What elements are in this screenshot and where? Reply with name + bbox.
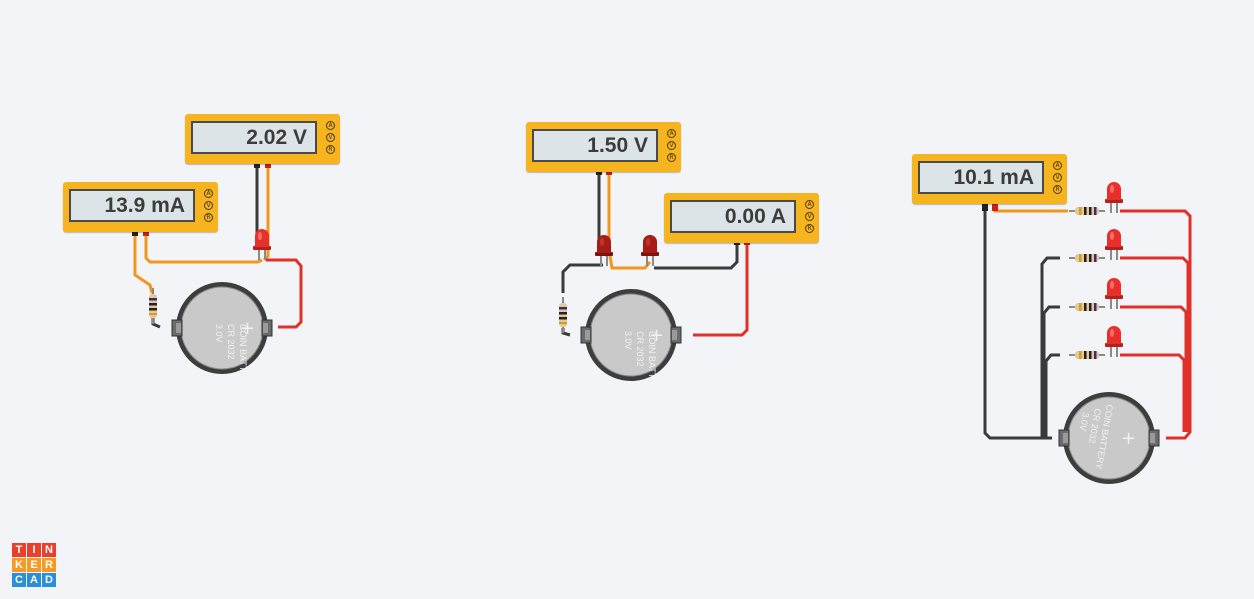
resistor[interactable] xyxy=(148,287,158,325)
wire-black[interactable] xyxy=(561,263,603,293)
wire-black[interactable] xyxy=(654,240,739,270)
wire-red[interactable] xyxy=(693,240,749,337)
wire-black[interactable] xyxy=(561,328,571,337)
battery-label-3: 3.0V xyxy=(623,331,633,350)
wire-black[interactable] xyxy=(983,207,1052,440)
wire-red[interactable] xyxy=(1120,209,1192,440)
battery-label-1: COIN BATTERY xyxy=(238,324,248,390)
wire-orange[interactable] xyxy=(133,231,154,294)
logo-letter: N xyxy=(42,543,56,557)
meter-display: 10.1 mA xyxy=(918,161,1044,194)
led[interactable] xyxy=(1104,181,1124,214)
mode-ammeter-icon[interactable]: A xyxy=(204,189,213,198)
mode-voltmeter-icon[interactable]: V xyxy=(667,141,676,150)
wire-red[interactable] xyxy=(266,258,303,329)
led[interactable] xyxy=(1104,228,1124,261)
wire-red[interactable] xyxy=(1120,353,1186,432)
mode-voltmeter-icon[interactable]: V xyxy=(326,133,335,142)
battery-plus-sign: + xyxy=(1121,428,1136,449)
resistor[interactable] xyxy=(1068,302,1106,312)
logo-letter: E xyxy=(27,558,41,572)
mode-ammeter-icon[interactable]: A xyxy=(1053,161,1062,170)
wire-red[interactable] xyxy=(1120,256,1190,432)
mode-ohmmeter-icon[interactable]: R xyxy=(805,224,814,233)
logo-letter: D xyxy=(42,573,56,587)
led[interactable] xyxy=(1104,325,1124,358)
wire-orange[interactable] xyxy=(144,231,263,264)
multimeter-current-3[interactable]: 10.1 mA A V R xyxy=(912,154,1067,204)
resistor[interactable] xyxy=(1068,253,1106,263)
mode-voltmeter-icon[interactable]: V xyxy=(805,212,814,221)
resistor[interactable] xyxy=(1068,206,1106,216)
meter-display: 2.02 V xyxy=(191,121,317,154)
meter-display: 0.00 A xyxy=(670,200,796,233)
wire-black[interactable] xyxy=(1040,256,1060,438)
logo-letter: C xyxy=(12,573,26,587)
meter-reading: 1.50 V xyxy=(587,134,648,157)
mode-ammeter-icon[interactable]: A xyxy=(326,121,335,130)
logo-letter: I xyxy=(27,543,41,557)
wire-black[interactable] xyxy=(1044,353,1060,438)
resistor[interactable] xyxy=(1068,350,1106,360)
resistor[interactable] xyxy=(558,296,568,334)
meter-reading: 2.02 V xyxy=(246,126,307,149)
led[interactable] xyxy=(640,234,660,267)
logo-letter: R xyxy=(42,558,56,572)
battery-label-2: CR 2032 xyxy=(635,331,645,367)
tinkercad-logo[interactable]: T I N K E R C A D xyxy=(12,543,56,587)
battery-label-2: CR 2032 xyxy=(226,324,236,360)
meter-display: 13.9 mA xyxy=(69,189,195,222)
mode-ohmmeter-icon[interactable]: R xyxy=(326,145,335,154)
meter-display: 1.50 V xyxy=(532,129,658,162)
coin-battery[interactable]: COIN BATTERY CR 2032 3.0V + xyxy=(171,281,273,390)
logo-letter: K xyxy=(12,558,26,572)
coin-battery[interactable]: COIN BATTERY CR 2032 3.0V + xyxy=(1058,391,1160,485)
multimeter-voltage-1[interactable]: 2.02 V A V R xyxy=(185,114,340,164)
meter-reading: 13.9 mA xyxy=(104,194,185,217)
mode-ohmmeter-icon[interactable]: R xyxy=(667,153,676,162)
wire-black[interactable] xyxy=(151,318,161,329)
mode-ammeter-icon[interactable]: A xyxy=(805,200,814,209)
mode-voltmeter-icon[interactable]: V xyxy=(204,201,213,210)
multimeter-voltage-2[interactable]: 1.50 V A V R xyxy=(526,122,681,172)
battery-label-3: 3.0V xyxy=(1078,412,1091,432)
logo-letter: T xyxy=(12,543,26,557)
coin-battery[interactable]: COIN BATTERY CR 2032 3.0V + xyxy=(580,288,682,397)
circuit-1: COIN BATTERY CR 2032 3.0V + xyxy=(132,160,303,390)
battery-plus-sign: + xyxy=(649,325,664,346)
multimeter-current-1[interactable]: 13.9 mA A V R xyxy=(63,182,218,232)
led[interactable] xyxy=(1104,277,1124,310)
wire-black[interactable] xyxy=(1042,305,1060,438)
meter-reading: 0.00 A xyxy=(724,205,786,228)
mode-ohmmeter-icon[interactable]: R xyxy=(1053,185,1062,194)
battery-label-1: COIN BATTERY xyxy=(647,331,657,397)
battery-plus-sign: + xyxy=(240,318,255,339)
multimeter-current-2[interactable]: 0.00 A A V R xyxy=(664,193,819,243)
battery-label-3: 3.0V xyxy=(214,324,224,343)
wire-orange[interactable] xyxy=(993,207,1068,213)
circuit-2: COIN BATTERY CR 2032 3.0V + xyxy=(558,167,750,397)
mode-ohmmeter-icon[interactable]: R xyxy=(204,213,213,222)
logo-letter: A xyxy=(27,573,41,587)
circuit-3: COIN BATTERY CR 2032 3.0V + xyxy=(982,181,1192,485)
wire-red[interactable] xyxy=(1120,305,1188,432)
mode-ammeter-icon[interactable]: A xyxy=(667,129,676,138)
mode-voltmeter-icon[interactable]: V xyxy=(1053,173,1062,182)
meter-reading: 10.1 mA xyxy=(953,166,1034,189)
